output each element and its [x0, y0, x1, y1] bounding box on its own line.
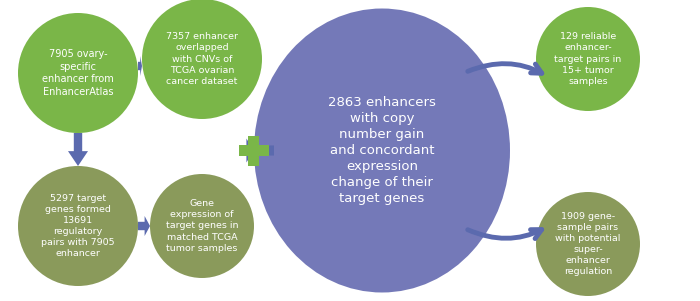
Text: 2863 enhancers
with copy
number gain
and concordant
expression
change of their
t: 2863 enhancers with copy number gain and…	[328, 96, 436, 205]
FancyArrow shape	[246, 138, 274, 163]
Text: 129 reliable
enhancer-
target pairs in
15+ tumor
samples: 129 reliable enhancer- target pairs in 1…	[554, 32, 622, 86]
Ellipse shape	[254, 8, 510, 293]
Text: 7905 ovary-
specific
enhancer from
EnhancerAtlas: 7905 ovary- specific enhancer from Enhan…	[42, 49, 114, 97]
Text: 7357 enhancer
overlapped
with CNVs of
TCGA ovarian
cancer dataset: 7357 enhancer overlapped with CNVs of TC…	[166, 32, 238, 86]
Text: Gene
expression of
target genes in
matched TCGA
tumor samples: Gene expression of target genes in match…	[166, 199, 238, 253]
Ellipse shape	[18, 13, 138, 133]
FancyArrow shape	[138, 216, 150, 236]
Text: 1909 gene-
sample pairs
with potential
super-
enhancer
regulation: 1909 gene- sample pairs with potential s…	[555, 212, 621, 276]
Bar	[248, 135, 260, 166]
Ellipse shape	[18, 166, 138, 286]
FancyArrow shape	[138, 56, 142, 76]
Ellipse shape	[536, 7, 640, 111]
Ellipse shape	[536, 192, 640, 296]
Text: 5297 target
genes formed
13691
regulatory
pairs with 7905
enhancer: 5297 target genes formed 13691 regulator…	[41, 194, 115, 258]
FancyArrow shape	[68, 133, 88, 166]
Bar	[239, 145, 269, 156]
Ellipse shape	[142, 0, 262, 119]
Ellipse shape	[150, 174, 254, 278]
